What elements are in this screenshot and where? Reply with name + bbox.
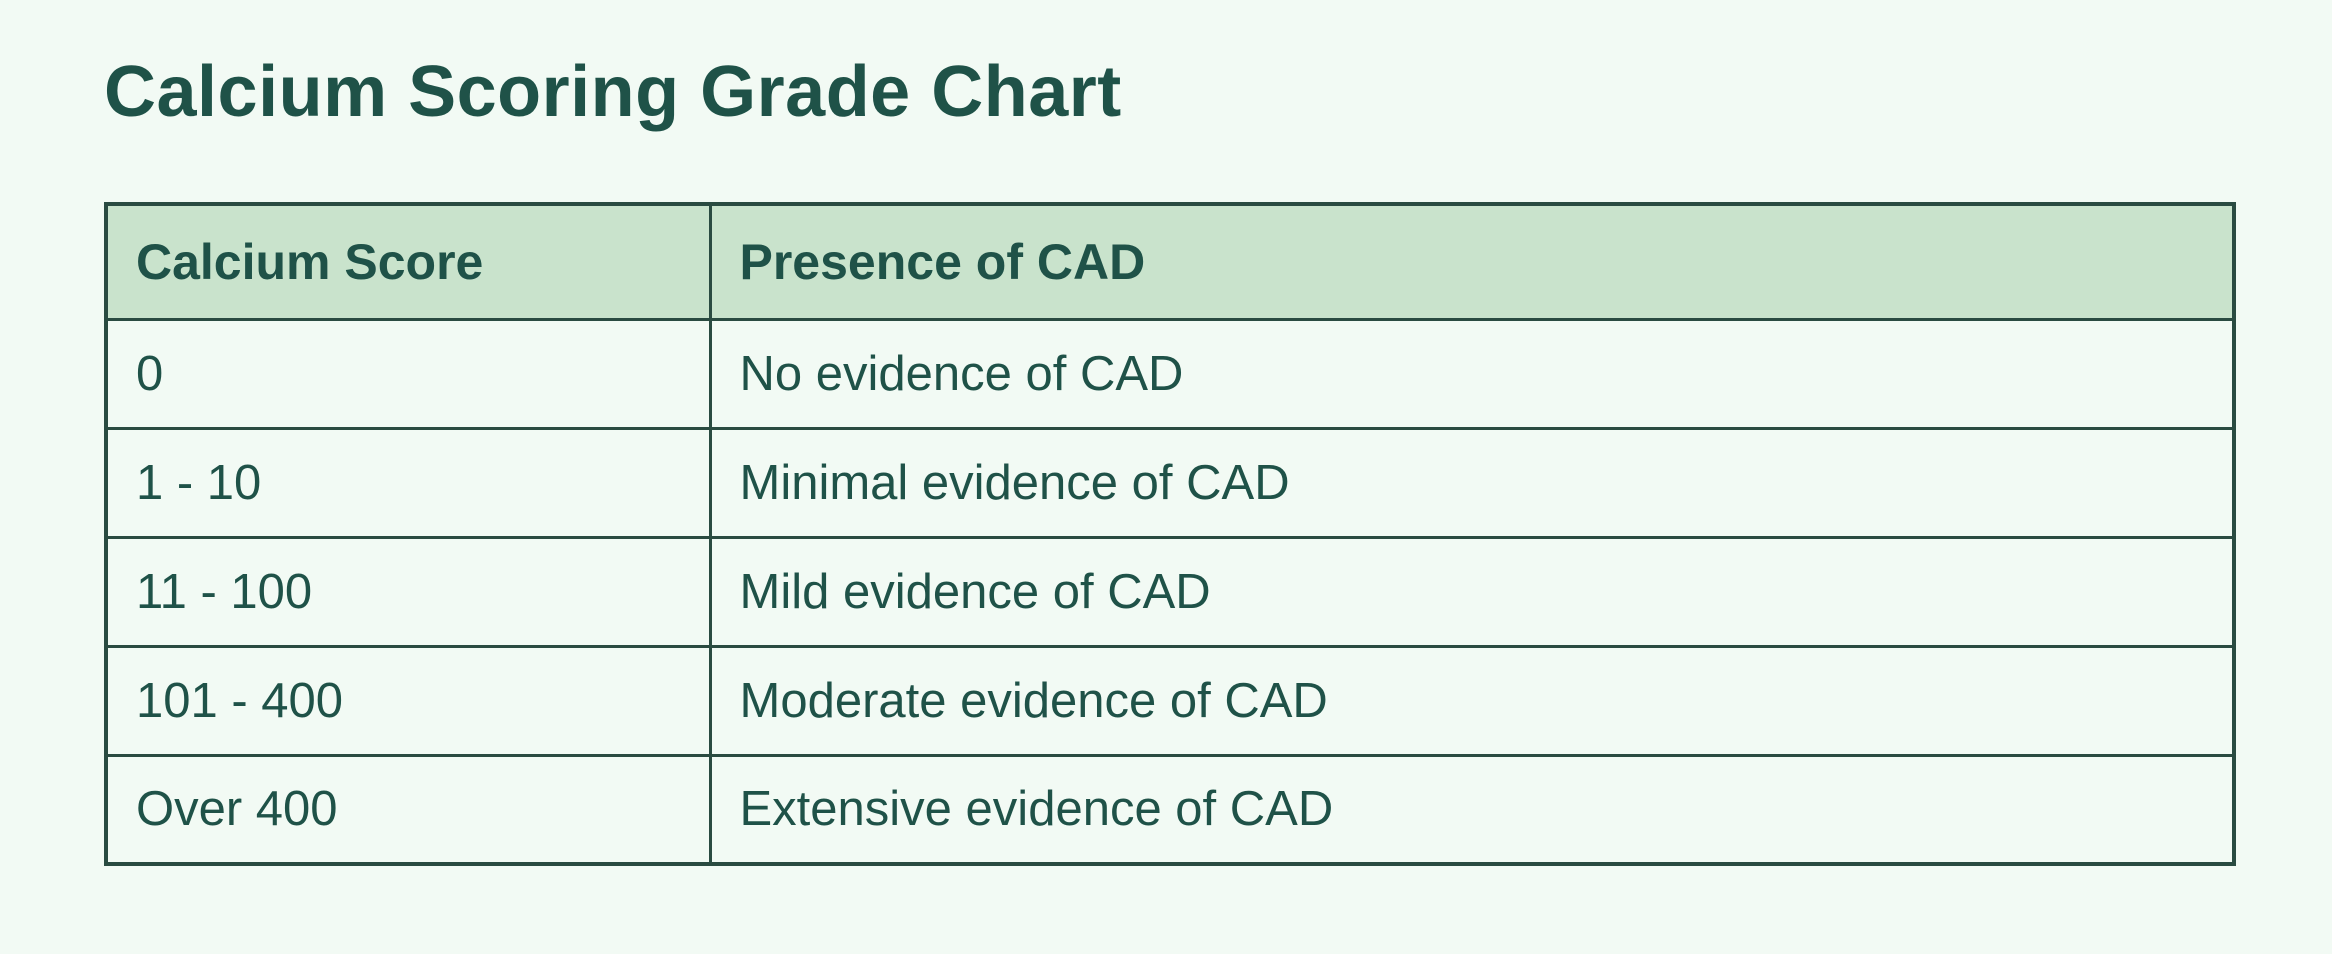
table-row: 1 - 10 Minimal evidence of CAD [104,426,2236,539]
cell-presence-of-cad: Minimal evidence of CAD [708,426,2236,539]
calcium-score-table: Calcium Score Presence of CAD 0 No evide… [104,202,2236,866]
table-row: 11 - 100 Mild evidence of CAD [104,535,2236,648]
cell-calcium-score: Over 400 [104,753,712,866]
cell-calcium-score: 1 - 10 [104,426,712,539]
cell-presence-of-cad: No evidence of CAD [708,317,2236,430]
column-header-calcium-score: Calcium Score [104,202,712,321]
cell-calcium-score: 0 [104,317,712,430]
table-row: 0 No evidence of CAD [104,317,2236,430]
cell-presence-of-cad: Moderate evidence of CAD [708,644,2236,757]
page-title: Calcium Scoring Grade Chart [104,52,1122,132]
cell-presence-of-cad: Mild evidence of CAD [708,535,2236,648]
table-header-row: Calcium Score Presence of CAD [104,202,2236,321]
table-row: Over 400 Extensive evidence of CAD [104,753,2236,866]
cell-presence-of-cad: Extensive evidence of CAD [708,753,2236,866]
column-header-presence-of-cad: Presence of CAD [708,202,2236,321]
cell-calcium-score: 11 - 100 [104,535,712,648]
cell-calcium-score: 101 - 400 [104,644,712,757]
table-row: 101 - 400 Moderate evidence of CAD [104,644,2236,757]
